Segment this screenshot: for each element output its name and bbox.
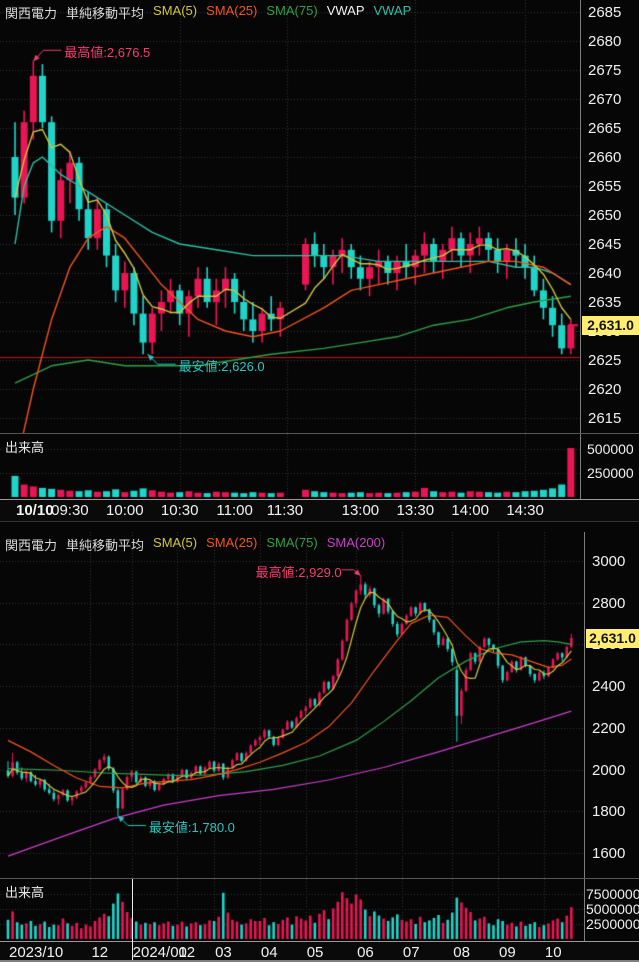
x-axis-tick: 11:30 — [266, 502, 304, 519]
y-axis-label: 2665 — [588, 120, 622, 137]
intraday-last-price-badge: 2,631.0 — [582, 316, 639, 335]
y-axis-label: 1800 — [592, 803, 626, 821]
y-axis-label: 2625 — [588, 352, 622, 369]
daily-legend: 関西電力 単純移動平均 SMA(5) SMA(25) SMA(75) SMA(200) — [5, 535, 385, 554]
daily-y-axis-line — [584, 532, 585, 962]
x-axis-tick: 07 — [402, 944, 420, 961]
volume-axis-label: 2500000 — [586, 916, 639, 932]
intraday-volume-title: 出来高 — [5, 440, 45, 455]
y-axis-label: 2000 — [592, 761, 626, 779]
x-axis-tick: 2023/10 — [9, 944, 64, 961]
x-axis-tick: 13:30 — [396, 502, 435, 519]
y-axis-label: 2635 — [588, 294, 622, 311]
x-axis-tick: 10:30 — [160, 502, 199, 519]
x-axis-tick: 08 — [453, 944, 470, 961]
x-axis-tick: 2024/01 — [132, 944, 187, 961]
x-axis-tick: 05 — [306, 944, 324, 961]
y-axis-label: 2615 — [588, 410, 622, 427]
year-divider-line — [132, 879, 133, 960]
x-axis-tick: 09:30 — [51, 502, 89, 519]
legend-item-sma75: SMA(75) — [266, 535, 318, 550]
volume-axis-label: 5000000 — [586, 901, 639, 917]
y-axis-label: 2650 — [588, 207, 622, 224]
legend-item-vwap: VWAP — [326, 3, 365, 18]
y-axis-label: 1600 — [592, 845, 626, 863]
x-axis-tick: 12 — [91, 944, 109, 961]
y-axis-label: 2620 — [588, 381, 622, 398]
intraday-y-axis-line — [580, 0, 581, 520]
y-axis-label: 2640 — [588, 265, 622, 282]
intraday-volume-canvas[interactable] — [0, 434, 639, 499]
y-axis-label: 2670 — [588, 91, 622, 108]
intraday-price-canvas[interactable] — [0, 0, 639, 433]
legend-item-: 関西電力 — [5, 538, 58, 553]
volume-axis-label: 7500000 — [586, 886, 639, 902]
x-axis-tick: 14:00 — [451, 502, 489, 519]
panel-separator — [0, 521, 639, 522]
y-axis-label: 2675 — [588, 62, 622, 79]
legend-item-sma25: SMA(25) — [206, 3, 258, 18]
x-axis-tick: 09 — [499, 944, 516, 961]
daily-volume-canvas[interactable] — [0, 879, 639, 941]
daily-low-annotation: 最安値:1,780.0 — [148, 820, 235, 836]
intraday-low-annotation: 最安値:2,626.0 — [178, 359, 265, 375]
x-axis-tick: 14:30 — [506, 502, 544, 519]
x-axis-tick: 02 — [178, 944, 196, 961]
x-axis-tick: 13:00 — [341, 502, 380, 519]
daily-last-price-badge: 2,631.0 — [586, 629, 639, 648]
y-axis-label: 2685 — [588, 4, 622, 21]
legend-item-sma5: SMA(5) — [153, 3, 198, 18]
legend-item-: 関西電力 — [5, 6, 58, 21]
x-axis-tick: 10/10 — [16, 502, 54, 519]
x-axis-tick: 06 — [357, 944, 374, 961]
intraday-high-annotation: 最高値:2,676.5 — [64, 45, 151, 61]
y-axis-label: 2400 — [592, 678, 626, 696]
x-axis-tick: 10:00 — [106, 502, 144, 519]
intraday-volume-divider — [0, 433, 639, 434]
y-axis-label: 2680 — [588, 33, 622, 50]
legend-item-vwap: VWAP — [373, 3, 412, 18]
intraday-time-axis: 10/10 09:30 10:00 10:30 11:00 11:30 13:00 13:30… — [0, 499, 639, 521]
daily-price-canvas[interactable] — [0, 532, 639, 878]
y-axis-label: 2800 — [592, 594, 626, 612]
legend-item-: 単純移動平均 — [66, 538, 145, 553]
daily-date-axis: 2023/10 12 2024/01 02 03 04 05 06 07 08 09 10 — [0, 941, 639, 962]
legend-item-: 単純移動平均 — [66, 6, 145, 21]
window-bottom-edge — [0, 960, 639, 962]
y-axis-label: 2645 — [588, 236, 622, 253]
legend-item-sma5: SMA(5) — [153, 535, 198, 550]
legend-item-sma200: SMA(200) — [326, 535, 386, 550]
x-axis-tick: 11:00 — [216, 502, 253, 519]
x-axis-tick: 04 — [260, 944, 278, 961]
y-axis-label: 3000 — [592, 553, 626, 570]
x-axis-tick: 10 — [544, 944, 562, 961]
legend-item-sma75: SMA(75) — [266, 3, 318, 18]
y-axis-label: 2660 — [588, 149, 622, 166]
daily-high-annotation: 最高値:2,929.0 — [255, 564, 342, 580]
legend-item-sma25: SMA(25) — [206, 535, 258, 550]
volume-axis-label: 500000 — [587, 441, 634, 457]
y-axis-label: 2200 — [592, 719, 626, 737]
y-axis-label: 2655 — [588, 178, 622, 195]
intraday-legend: 関西電力 単純移動平均 SMA(5) SMA(25) SMA(75) VWAP VWAP — [5, 3, 411, 22]
x-axis-tick: 03 — [215, 944, 232, 961]
volume-axis-label: 250000 — [587, 465, 634, 481]
daily-volume-divider — [0, 878, 639, 879]
daily-volume-title: 出来高 — [5, 885, 45, 900]
